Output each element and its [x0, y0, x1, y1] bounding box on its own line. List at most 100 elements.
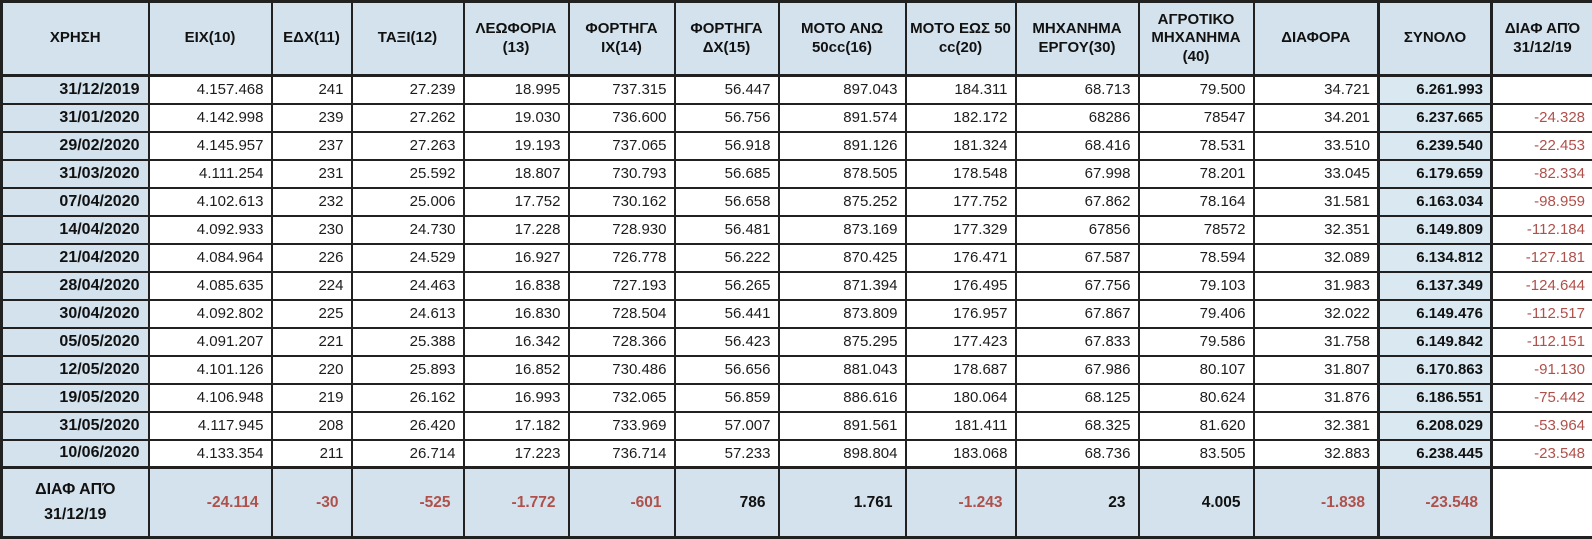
cell-moto-eos-50cc-20: 178.548: [904, 158, 1017, 189]
footer-cell-edx-11: -30: [270, 466, 353, 539]
table-row: 21/04/2020 4.084.964 226 24.529 16.927 726.77…: [0, 242, 1592, 273]
table-row: 07/04/2020 4.102.613 232 25.006 17.752 730.16…: [0, 186, 1592, 217]
cell-moto-ano-50cc-16: 873.809: [777, 298, 907, 329]
cell-edx-11: 226: [270, 242, 353, 273]
cell-moto-eos-50cc-20: 182.172: [904, 102, 1017, 133]
cell-diaf-apo: -91.130: [1490, 354, 1592, 385]
row-date: 31/03/2020: [0, 158, 150, 189]
cell-agrotiko-mixanima-40: 79.406: [1137, 298, 1255, 329]
footer-cell-moto-eos-50cc-20: -1.243: [904, 466, 1017, 539]
cell-agrotiko-mixanima-40: 78.531: [1137, 130, 1255, 161]
cell-leoforia-13: 17.228: [462, 214, 570, 245]
cell-agrotiko-mixanima-40: 79.586: [1137, 326, 1255, 357]
cell-edx-11: 239: [270, 102, 353, 133]
cell-diaf-apo: [1490, 74, 1592, 105]
cell-moto-ano-50cc-16: 897.043: [777, 74, 907, 105]
footer-cell-diafora: -1.838: [1252, 466, 1380, 539]
cell-mixanima-ergou-30: 68.736: [1014, 438, 1140, 469]
cell-taxi-12: 26.162: [350, 382, 465, 413]
cell-mixanima-ergou-30: 68.713: [1014, 74, 1140, 105]
footer-row: ΔΙΑΦ ΑΠΌ 31/12/19 -24.114 -30 -525 -1.772 -60…: [0, 466, 1592, 539]
cell-fortiga-ix-14: 728.366: [567, 326, 676, 357]
cell-diafora: 32.089: [1252, 242, 1380, 273]
header-row: ΧΡΗΣΗ ΕΙΧ(10) ΕΔΧ(11) ΤΑΞΙ(12) ΛΕΩΦΟΡΙΑ (13)…: [0, 0, 1592, 77]
cell-mixanima-ergou-30: 67.756: [1014, 270, 1140, 301]
cell-synolo: 6.170.863: [1377, 354, 1493, 385]
cell-synolo: 6.208.029: [1377, 410, 1493, 441]
cell-edx-11: 232: [270, 186, 353, 217]
cell-eix-10: 4.106.948: [147, 382, 273, 413]
cell-leoforia-13: 17.182: [462, 410, 570, 441]
cell-moto-eos-50cc-20: 184.311: [904, 74, 1017, 105]
cell-diafora: 31.983: [1252, 270, 1380, 301]
row-date: 14/04/2020: [0, 214, 150, 245]
cell-moto-eos-50cc-20: 176.957: [904, 298, 1017, 329]
cell-moto-eos-50cc-20: 181.324: [904, 130, 1017, 161]
cell-moto-ano-50cc-16: 891.561: [777, 410, 907, 441]
row-date: 31/01/2020: [0, 102, 150, 133]
cell-mixanima-ergou-30: 67.833: [1014, 326, 1140, 357]
cell-agrotiko-mixanima-40: 83.505: [1137, 438, 1255, 469]
cell-diaf-apo: -23.548: [1490, 438, 1592, 469]
column-header-moto-eos-50cc-20: ΜΟΤΟ ΕΩΣ 50 cc(20): [904, 0, 1017, 77]
cell-moto-ano-50cc-16: 870.425: [777, 242, 907, 273]
cell-edx-11: 211: [270, 438, 353, 469]
cell-moto-eos-50cc-20: 178.687: [904, 354, 1017, 385]
cell-fortiga-ix-14: 733.969: [567, 410, 676, 441]
cell-eix-10: 4.091.207: [147, 326, 273, 357]
cell-synolo: 6.261.993: [1377, 74, 1493, 105]
cell-synolo: 6.239.540: [1377, 130, 1493, 161]
cell-taxi-12: 25.006: [350, 186, 465, 217]
cell-fortiga-dx-15: 57.233: [673, 438, 780, 469]
cell-agrotiko-mixanima-40: 78.164: [1137, 186, 1255, 217]
cell-fortiga-dx-15: 56.658: [673, 186, 780, 217]
cell-agrotiko-mixanima-40: 78572: [1137, 214, 1255, 245]
cell-diafora: 31.758: [1252, 326, 1380, 357]
cell-mixanima-ergou-30: 67.862: [1014, 186, 1140, 217]
cell-fortiga-dx-15: 56.447: [673, 74, 780, 105]
cell-leoforia-13: 16.838: [462, 270, 570, 301]
cell-agrotiko-mixanima-40: 79.103: [1137, 270, 1255, 301]
cell-moto-eos-50cc-20: 180.064: [904, 382, 1017, 413]
row-date: 05/05/2020: [0, 326, 150, 357]
cell-diaf-apo: -53.964: [1490, 410, 1592, 441]
cell-agrotiko-mixanima-40: 78.201: [1137, 158, 1255, 189]
footer-cell-agrotiko-mixanima-40: 4.005: [1137, 466, 1255, 539]
cell-synolo: 6.149.476: [1377, 298, 1493, 329]
cell-fortiga-ix-14: 736.600: [567, 102, 676, 133]
cell-taxi-12: 27.263: [350, 130, 465, 161]
row-date: 31/12/2019: [0, 74, 150, 105]
cell-diaf-apo: -112.517: [1490, 298, 1592, 329]
cell-diaf-apo: -127.181: [1490, 242, 1592, 273]
footer-cell-taxi-12: -525: [350, 466, 465, 539]
cell-diaf-apo: -75.442: [1490, 382, 1592, 413]
cell-diafora: 34.721: [1252, 74, 1380, 105]
cell-moto-eos-50cc-20: 177.752: [904, 186, 1017, 217]
cell-moto-eos-50cc-20: 176.471: [904, 242, 1017, 273]
cell-moto-ano-50cc-16: 873.169: [777, 214, 907, 245]
cell-taxi-12: 27.262: [350, 102, 465, 133]
cell-synolo: 6.186.551: [1377, 382, 1493, 413]
cell-diafora: 33.045: [1252, 158, 1380, 189]
cell-agrotiko-mixanima-40: 78.594: [1137, 242, 1255, 273]
cell-fortiga-dx-15: 56.481: [673, 214, 780, 245]
cell-diaf-apo: -22.453: [1490, 130, 1592, 161]
cell-fortiga-dx-15: 56.859: [673, 382, 780, 413]
cell-mixanima-ergou-30: 67.998: [1014, 158, 1140, 189]
cell-leoforia-13: 18.807: [462, 158, 570, 189]
cell-diafora: 32.381: [1252, 410, 1380, 441]
cell-leoforia-13: 19.193: [462, 130, 570, 161]
cell-diafora: 32.883: [1252, 438, 1380, 469]
cell-edx-11: 241: [270, 74, 353, 105]
footer-cell-eix-10: -24.114: [147, 466, 273, 539]
cell-eix-10: 4.133.354: [147, 438, 273, 469]
cell-fortiga-ix-14: 730.793: [567, 158, 676, 189]
cell-synolo: 6.134.812: [1377, 242, 1493, 273]
cell-diafora: 31.807: [1252, 354, 1380, 385]
cell-moto-ano-50cc-16: 871.394: [777, 270, 907, 301]
cell-diafora: 33.510: [1252, 130, 1380, 161]
cell-fortiga-dx-15: 56.756: [673, 102, 780, 133]
cell-moto-eos-50cc-20: 181.411: [904, 410, 1017, 441]
column-header-xrisi: ΧΡΗΣΗ: [0, 0, 150, 77]
